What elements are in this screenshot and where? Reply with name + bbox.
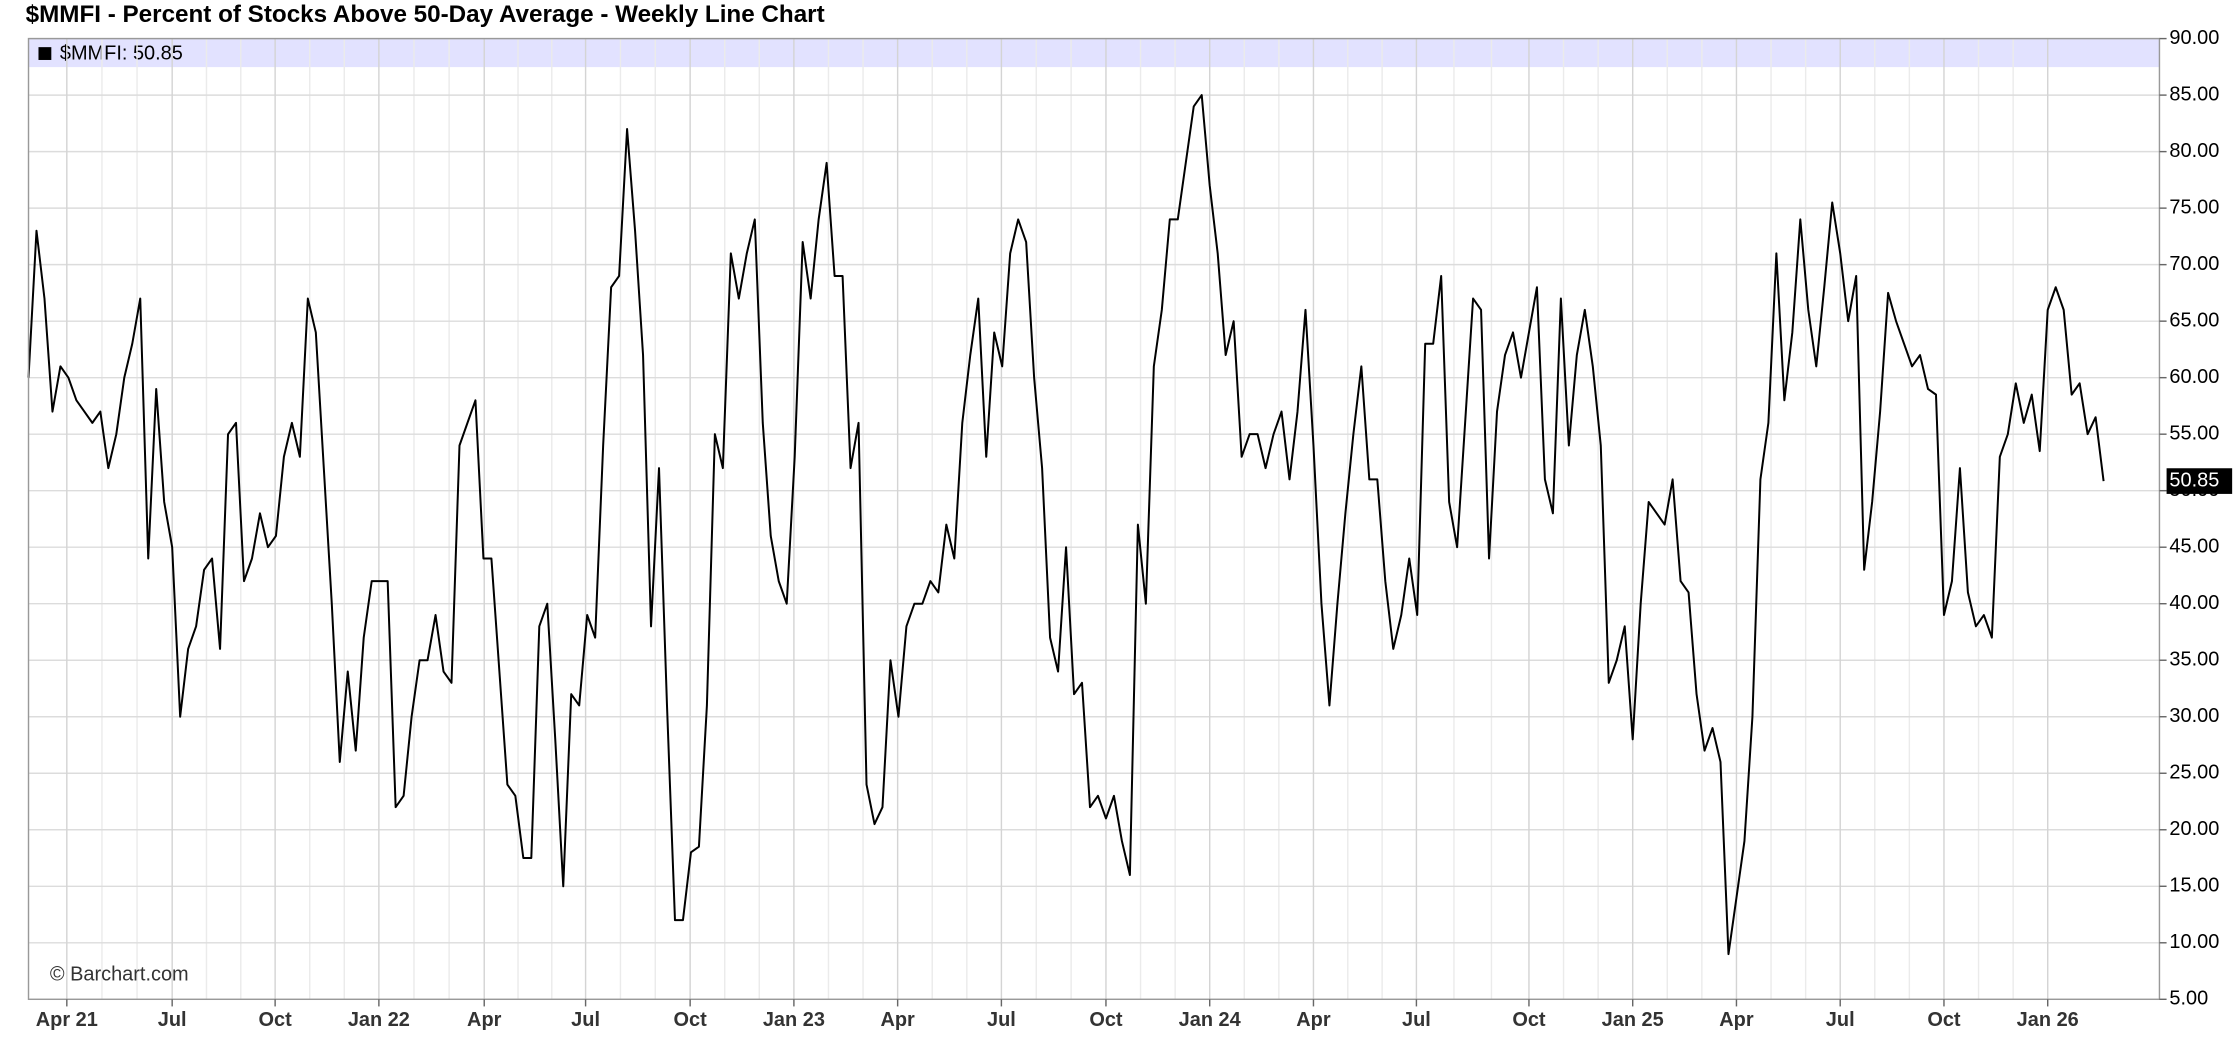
series	[27, 94, 2105, 956]
x-tick-label: Jan 22	[348, 1009, 410, 1031]
watermark: © Barchart.com	[50, 963, 189, 985]
y-tick-label: 10.00	[2169, 931, 2219, 953]
x-tick-label: Apr	[1719, 1009, 1754, 1031]
y-tick-label: 40.00	[2169, 592, 2219, 614]
y-tick-label: 70.00	[2169, 253, 2219, 275]
line	[27, 94, 2105, 956]
x-tick-label: Jan 23	[763, 1009, 825, 1031]
y-tick-label: 15.00	[2169, 875, 2219, 897]
y-tick-label: 25.00	[2169, 762, 2219, 784]
y-tick-label: 20.00	[2169, 818, 2219, 840]
legend-band	[28, 38, 2160, 68]
y-tick-label: 55.00	[2169, 422, 2219, 444]
x-tick-label: Jul	[1402, 1009, 1431, 1031]
x-tick-label: Jul	[571, 1009, 600, 1031]
x-tick-label: Oct	[258, 1009, 292, 1031]
x-tick-label: Oct	[674, 1009, 708, 1031]
grid	[28, 37, 2160, 1001]
last-value-label: 50.85	[2169, 469, 2219, 491]
axes: 5.00 10.00 15.00 20.00 25.00 30.00 35.00 40.00 4…	[36, 27, 2233, 1031]
x-tick-label: Jan 24	[1179, 1009, 1241, 1031]
y-tick-label: 30.00	[2169, 705, 2219, 727]
y-tick-label: 65.00	[2169, 309, 2219, 331]
y-tick-label: 85.00	[2169, 83, 2219, 105]
y-tick-label: 5.00	[2169, 988, 2208, 1010]
plot-frame	[27, 37, 2161, 1001]
x-tick-label: Jul	[1826, 1009, 1855, 1031]
y-tick-label: 60.00	[2169, 366, 2219, 388]
last-value-badge	[2166, 468, 2233, 494]
x-tick-label: Jul	[987, 1009, 1016, 1031]
y-tick-label: 35.00	[2169, 648, 2219, 670]
y-tick-label: 75.00	[2169, 196, 2219, 218]
x-tick-label: Apr 21	[36, 1009, 98, 1031]
legend-swatch	[38, 47, 52, 60]
x-tick-label: Jan 26	[2017, 1009, 2079, 1031]
x-tick-label: Apr	[880, 1009, 915, 1031]
x-tick-label: Apr	[1296, 1009, 1331, 1031]
y-tick-label: 45.00	[2169, 535, 2219, 557]
x-tick-label: Jul	[158, 1009, 187, 1031]
x-tick-label: Oct	[1089, 1009, 1123, 1031]
x-tick-label: Oct	[1512, 1009, 1546, 1031]
x-tick-label: Apr	[467, 1009, 502, 1031]
y-tick-label: 80.00	[2169, 140, 2219, 162]
x-tick-label: Oct	[1927, 1009, 1961, 1031]
x-tick-label: Jan 25	[1602, 1009, 1664, 1031]
legend-text: $MMFI: 50.85	[60, 43, 183, 65]
y-tick-label: 90.00	[2169, 27, 2219, 49]
chart-title: $MMFI - Percent of Stocks Above 50-Day A…	[26, 1, 825, 28]
